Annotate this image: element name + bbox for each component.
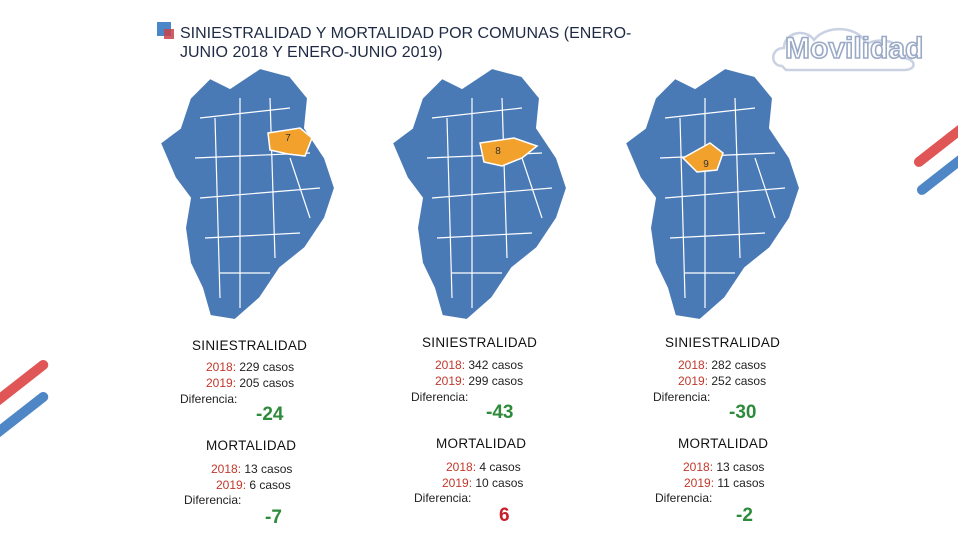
logo-text: Movilidad [784,31,924,66]
mortalidad-2018: 2018: 4 casos [446,460,521,474]
title-bullet-icon [157,22,177,42]
siniestralidad-2019: 2019: 299 casos [435,374,524,388]
siniestralidad-2018: 2018: 282 casos [678,358,767,372]
mortalidad-heading: MORTALIDAD [436,436,527,451]
mortalidad-diff-label: Diferencia: [414,491,472,505]
siniestralidad-diff-value: -30 [729,402,757,423]
siniestralidad-diff-value: -24 [256,404,284,425]
comuna-label: 8 [495,146,501,157]
siniestralidad-diff-label: Diferencia: [653,390,711,404]
siniestralidad-2019: 2019: 252 casos [678,374,767,388]
siniestralidad-2018: 2018: 229 casos [206,360,295,374]
mortalidad-2018: 2018: 13 casos [211,462,293,476]
page-title: SINIESTRALIDAD Y MORTALIDAD POR COMUNAS … [180,25,632,61]
mortalidad-diff-value: -2 [736,505,753,526]
comuna-label: 7 [285,133,291,144]
mortalidad-2019: 2019: 10 casos [442,476,524,490]
mortalidad-diff-value: -7 [265,507,282,528]
mortalidad-diff-label: Diferencia: [655,491,713,505]
mortalidad-2018: 2018: 13 casos [683,460,765,474]
mortalidad-2019: 2019: 6 casos [216,478,291,492]
siniestralidad-heading: SINIESTRALIDAD [665,335,781,350]
siniestralidad-2018: 2018: 342 casos [435,358,524,372]
mortalidad-heading: MORTALIDAD [678,436,769,451]
comuna-label: 9 [703,159,709,170]
map-comuna-8: 8 [390,66,569,322]
mortalidad-diff-label: Diferencia: [184,493,242,507]
movilidad-logo-cloud-icon [772,27,915,72]
siniestralidad-heading: SINIESTRALIDAD [192,338,308,353]
mortalidad-2019: 2019: 11 casos [684,476,765,490]
map-comuna-7: 7 [158,66,337,322]
siniestralidad-diff-label: Diferencia: [411,390,469,404]
map-comuna-9: 9 [623,66,802,322]
siniestralidad-heading: SINIESTRALIDAD [422,335,538,350]
mortalidad-heading: MORTALIDAD [206,438,297,453]
siniestralidad-2019: 2019: 205 casos [206,376,295,390]
mortalidad-diff-value: 6 [499,505,510,526]
siniestralidad-diff-label: Diferencia: [180,392,238,406]
siniestralidad-diff-value: -43 [486,402,514,423]
